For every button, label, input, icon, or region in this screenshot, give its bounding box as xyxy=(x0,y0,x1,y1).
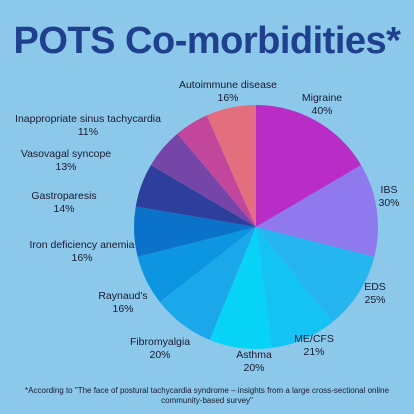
slice-migraine xyxy=(256,105,362,227)
label-value: 20% xyxy=(243,362,264,374)
label-fibromyalgia: Fibromyalgia 20% xyxy=(130,336,190,361)
slice-me-cfs xyxy=(256,227,333,348)
label-value: 14% xyxy=(53,203,74,215)
label-me-cfs: ME/CFS 21% xyxy=(294,333,334,358)
label-name: IBS xyxy=(381,184,398,196)
label-name: Vasovagal syncope xyxy=(21,148,111,160)
footnote: *According to "The face of postural tach… xyxy=(25,386,389,405)
label-gastroparesis: Gastroparesis 14% xyxy=(31,190,96,215)
label-ibs: IBS 30% xyxy=(378,184,399,209)
label-name: Inappropriate sinus tachycardia xyxy=(15,113,161,125)
label-name: ME/CFS xyxy=(294,333,334,345)
slice-asthma xyxy=(209,227,272,349)
slice-ibs xyxy=(256,165,379,257)
label-value: 16% xyxy=(217,92,238,104)
slice-eds xyxy=(256,227,375,323)
label-value: 16% xyxy=(71,252,92,264)
slice-fibromyalgia xyxy=(159,227,256,340)
label-value: 30% xyxy=(378,197,399,209)
label-name: Gastroparesis xyxy=(31,190,96,202)
label-value: 40% xyxy=(311,105,332,117)
label-iron-deficiency-anemia: Iron deficiency anemia 16% xyxy=(29,239,134,264)
slice-raynaud-s xyxy=(137,227,256,302)
slice-iron-deficiency-anemia xyxy=(133,206,256,257)
slice-gastroparesis xyxy=(135,165,256,227)
label-name: EDS xyxy=(364,281,386,293)
label-migraine: Migraine 40% xyxy=(302,92,342,117)
label-vasovagal-syncope: Vasovagal syncope 13% xyxy=(21,148,111,173)
label-value: 25% xyxy=(364,294,385,306)
slice-autoimmune-disease xyxy=(206,105,256,227)
label-inappropriate-sinus-tachycardia: Inappropriate sinus tachycardia 11% xyxy=(15,113,161,138)
label-value: 11% xyxy=(78,126,98,138)
label-value: 21% xyxy=(303,346,324,358)
label-asthma: Asthma 20% xyxy=(236,349,272,374)
label-name: Migraine xyxy=(302,92,342,104)
label-value: 16% xyxy=(112,303,133,315)
label-name: Fibromyalgia xyxy=(130,336,190,348)
slice-inappropriate-sinus-tachycardia xyxy=(177,115,256,227)
label-name: Iron deficiency anemia xyxy=(29,239,134,251)
label-name: Asthma xyxy=(236,349,272,361)
label-name: Autoimmune disease xyxy=(179,79,277,91)
label-name: Raynaud's xyxy=(98,290,147,302)
slice-vasovagal-syncope xyxy=(150,133,256,227)
label-raynaud-s: Raynaud's 16% xyxy=(98,290,147,315)
label-eds: EDS 25% xyxy=(364,281,386,306)
chart-title: POTS Co-morbidities* xyxy=(13,20,401,62)
label-autoimmune-disease: Autoimmune disease 16% xyxy=(179,79,277,104)
label-value: 20% xyxy=(149,349,170,361)
label-value: 13% xyxy=(55,161,76,173)
